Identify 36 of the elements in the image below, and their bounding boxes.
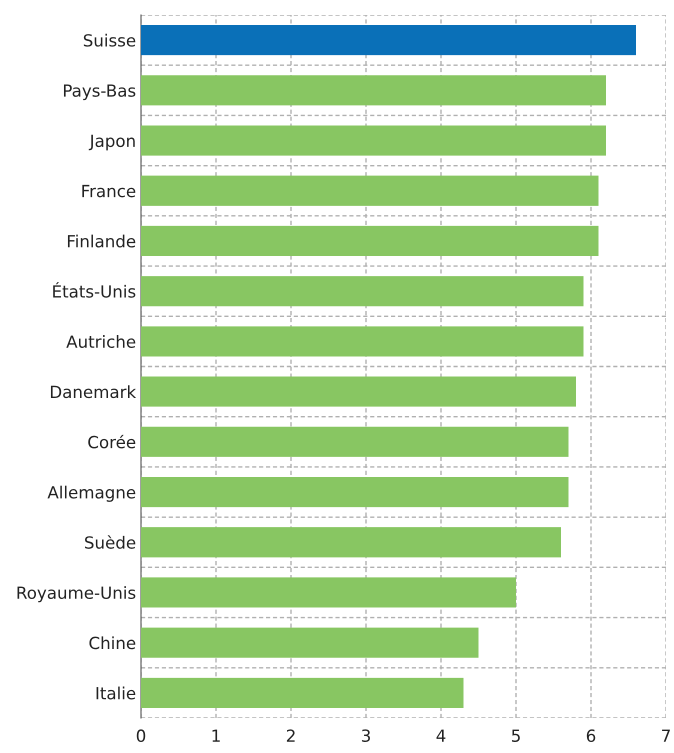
y-tick-label: Royaume-Unis <box>18 586 136 602</box>
bar <box>141 226 598 256</box>
x-tick-label: 4 <box>436 730 446 742</box>
y-tick-label: Japon <box>88 134 135 150</box>
bar <box>141 628 478 658</box>
bar <box>141 125 606 156</box>
x-tick-label: 3 <box>362 729 370 742</box>
y-tick-label: Autriche <box>66 335 136 348</box>
bar <box>141 176 598 206</box>
x-tick-label: 2 <box>286 729 295 742</box>
bar <box>141 326 584 356</box>
y-tick-label: Chine <box>89 636 136 650</box>
bar <box>141 376 576 407</box>
bar <box>141 426 568 457</box>
y-tick-label: Pays-Bas <box>64 84 136 100</box>
y-tick-label: Suisse <box>84 34 136 47</box>
bar <box>141 476 568 508</box>
y-tick-label: Italie <box>96 686 136 700</box>
x-tick-label: 7 <box>662 730 670 742</box>
bar <box>141 276 584 306</box>
bar <box>141 577 516 608</box>
bar <box>141 75 606 106</box>
y-tick-label: Finlande <box>68 234 136 248</box>
y-tick-label: Suède <box>85 535 136 549</box>
x-tick-label: 5 <box>512 730 520 742</box>
y-tick-label: Danemark <box>50 385 136 398</box>
y-tick-label: Allemagne <box>48 486 136 502</box>
y-tick-label: Corée <box>88 434 136 448</box>
x-tick-label: 0 <box>136 729 146 742</box>
bar <box>141 25 636 56</box>
bar <box>141 678 464 708</box>
bar <box>141 527 561 558</box>
x-tick-label: 6 <box>586 729 596 742</box>
y-tick-label: États-Unis <box>53 282 136 298</box>
y-tick-label: France <box>82 184 136 198</box>
x-tick-label: 1 <box>212 730 220 742</box>
